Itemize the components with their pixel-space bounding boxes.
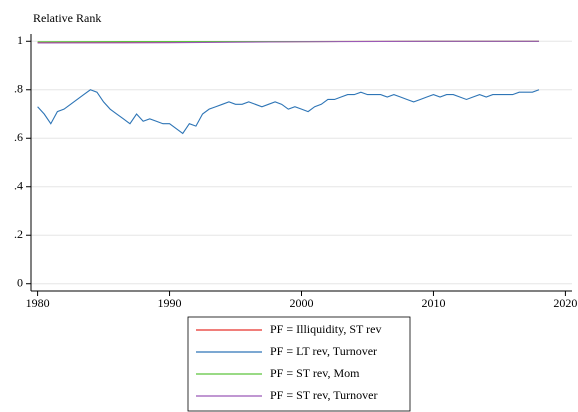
x-tick-label: 1980 <box>26 296 50 310</box>
x-tick-label: 1990 <box>158 296 182 310</box>
x-tick-label: 2010 <box>421 296 445 310</box>
series-line <box>37 40 540 44</box>
legend-label: PF = ST rev, Mom <box>270 366 360 380</box>
series-line <box>37 89 540 135</box>
x-tick-label: 2020 <box>553 296 577 310</box>
y-axis-title: Relative Rank <box>33 11 101 25</box>
legend-label: PF = Illiquidity, ST rev <box>270 322 381 336</box>
y-tick-label: .6 <box>14 130 23 144</box>
y-tick-label: 1 <box>17 33 23 47</box>
legend-box <box>187 316 411 412</box>
legend-label: PF = ST rev, Turnover <box>270 388 377 402</box>
y-tick-label: 0 <box>17 275 23 289</box>
x-tick-label: 2000 <box>290 296 314 310</box>
legend-label: PF = LT rev, Turnover <box>270 344 377 358</box>
y-tick-label: .2 <box>14 227 23 241</box>
y-tick-label: .8 <box>14 82 23 96</box>
y-tick-label: .4 <box>14 178 23 192</box>
